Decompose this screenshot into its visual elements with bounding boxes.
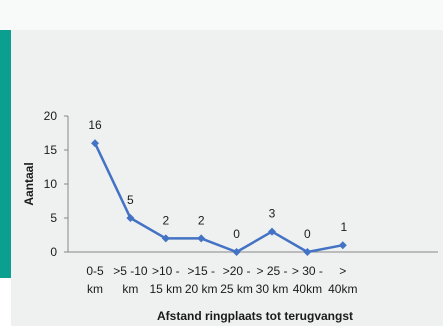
series-line	[93, 142, 344, 254]
data-label: 0	[233, 227, 240, 241]
x-tick-label-line: >10 -	[152, 264, 180, 278]
data-label: 2	[162, 213, 169, 227]
x-tick-label: > 25 - 30 km	[256, 264, 289, 296]
data-label-group: 16 5 2 2 0 3 0 1	[88, 118, 347, 241]
x-tick-label-line: 20 km	[185, 282, 218, 296]
data-point	[161, 234, 170, 243]
x-axis-label: Afstand ringplaats tot terugvangst	[157, 309, 353, 323]
x-tick-label: >5 -10 km	[113, 264, 148, 296]
x-tick-label: >20 - 25 km	[220, 264, 253, 296]
x-tick-group: 0-5 km >5 -10 km >10 - 15 km >15 - 20 km >20 - 25…	[86, 264, 357, 296]
x-tick-label-line: 40km	[293, 282, 322, 296]
x-tick-label: >10 - 15 km	[149, 264, 182, 296]
chart-panel	[11, 30, 443, 326]
x-tick-label-line: >	[339, 264, 346, 278]
x-tick-label: >40km	[328, 264, 357, 296]
axes	[67, 116, 438, 253]
x-tick-label: > 30 - 40km	[292, 264, 323, 296]
data-label: 16	[88, 118, 102, 132]
x-tick-label: >15 - 20 km	[185, 264, 218, 296]
x-tick-label-line: km	[87, 282, 103, 296]
data-point-group	[91, 139, 347, 256]
data-point	[303, 248, 312, 256]
data-label: 5	[127, 193, 134, 207]
x-tick-label-line: > 25 -	[256, 264, 287, 278]
data-label: 0	[304, 227, 311, 241]
x-tick-label-line: 15 km	[149, 282, 182, 296]
x-tick-label-line: > 30 -	[292, 264, 323, 278]
y-tick-label: 5	[50, 211, 57, 225]
y-axis-label: Aantaal	[22, 162, 36, 205]
x-tick-label-line: 40km	[328, 282, 357, 296]
x-tick-label-line: 0-5	[86, 264, 104, 278]
x-tick-label-line: >5 -10	[113, 264, 148, 278]
data-point	[338, 241, 347, 250]
data-point	[268, 227, 276, 236]
y-tick-label: 10	[44, 177, 58, 191]
data-label: 2	[198, 213, 205, 227]
data-point	[91, 139, 99, 148]
data-label: 3	[269, 207, 276, 221]
y-tick-label: 15	[44, 143, 58, 157]
x-tick-label-line: km	[122, 282, 138, 296]
y-tick-label: 0	[50, 245, 57, 259]
page-top-strip	[0, 0, 443, 30]
y-tick-group: 0 5 10 15 20	[44, 109, 68, 259]
x-tick-label: 0-5 km	[86, 264, 104, 296]
x-tick-label-line: 25 km	[220, 282, 253, 296]
teal-accent-bar	[0, 30, 11, 278]
data-point	[232, 248, 241, 256]
x-tick-label-line: 30 km	[256, 282, 289, 296]
x-tick-label-line: >15 -	[187, 264, 215, 278]
x-tick-label-line: >20 -	[223, 264, 251, 278]
data-point	[126, 214, 135, 222]
y-tick-label: 20	[44, 109, 58, 123]
data-label: 1	[340, 220, 347, 234]
data-point	[197, 234, 206, 243]
